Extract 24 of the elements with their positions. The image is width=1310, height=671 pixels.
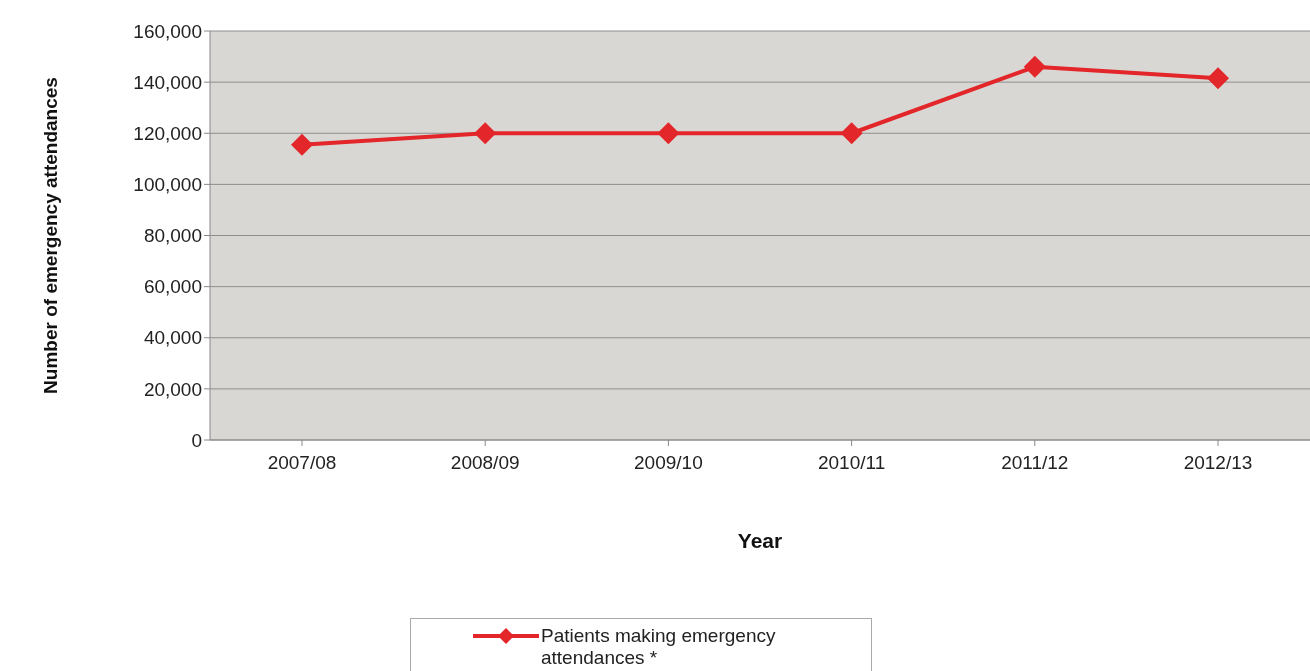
point: [474, 122, 497, 145]
y-tick-label: 120,000: [133, 122, 202, 144]
y-tick-label: 60,000: [143, 276, 202, 298]
y-tick-label: 100,000: [133, 174, 202, 196]
point: [840, 122, 863, 145]
x-tick-label: 2009/10: [634, 452, 703, 474]
point: [1207, 67, 1229, 90]
x-axis-title: Year: [737, 529, 783, 552]
y-tick-label: 80,000: [143, 225, 202, 247]
y-tick-label: 20,000: [143, 378, 202, 400]
y-tick-label: 40,000: [143, 327, 202, 349]
point: [291, 133, 313, 156]
x-tick-label: 2010/11: [817, 452, 886, 474]
y-tick-label: 160,000: [133, 20, 202, 42]
x-tick-label: 2007/08: [267, 452, 337, 474]
point: [1023, 55, 1046, 78]
y-axis-title: Number of emergency attendances: [39, 77, 61, 394]
x-tick-label: 2012/13: [1183, 452, 1253, 474]
y-tick-label: 0: [191, 429, 202, 451]
point: [657, 122, 680, 145]
x-tick-label: 2008/09: [450, 452, 520, 474]
y-tick-label: 140,000: [133, 71, 202, 93]
x-tick-label: 2011/12: [1001, 452, 1069, 474]
legend-label: Patients making emergency attendances *: [541, 625, 777, 669]
